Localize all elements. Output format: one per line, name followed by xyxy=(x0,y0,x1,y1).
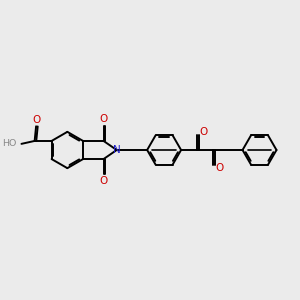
Text: O: O xyxy=(99,176,108,186)
Text: O: O xyxy=(216,163,224,173)
Text: O: O xyxy=(32,115,40,125)
Text: O: O xyxy=(200,127,208,137)
Text: N: N xyxy=(113,145,121,155)
Text: O: O xyxy=(99,114,108,124)
Text: HO: HO xyxy=(2,140,16,148)
